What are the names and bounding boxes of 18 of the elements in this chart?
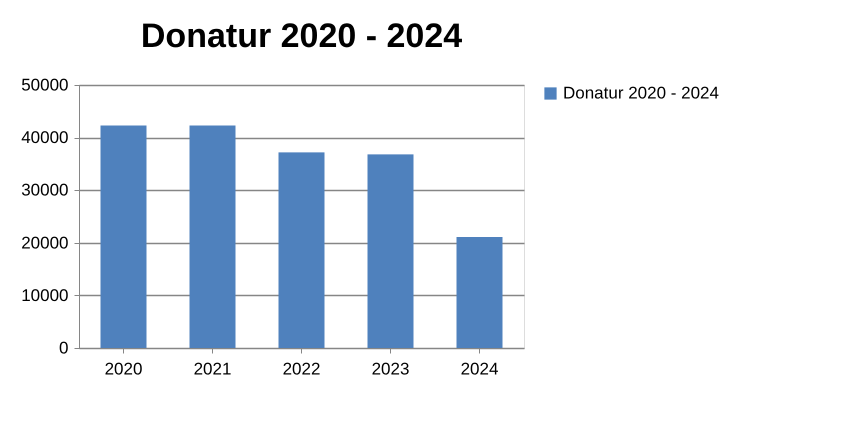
- legend-label: Donatur 2020 - 2024: [563, 84, 719, 102]
- x-tick-label: 2023: [372, 360, 410, 378]
- chart-title: Donatur 2020 - 2024: [140, 17, 462, 55]
- bar: [100, 126, 146, 348]
- bar: [278, 152, 324, 348]
- x-tick-label: 2020: [104, 360, 142, 378]
- x-tick-label: 2024: [460, 360, 498, 378]
- y-tick-label: 30000: [21, 180, 68, 200]
- y-tick-label: 50000: [21, 76, 68, 94]
- bar: [190, 126, 236, 348]
- y-tick-label: 40000: [21, 128, 68, 148]
- x-tick-label: 2022: [282, 360, 320, 378]
- y-tick-label: 20000: [21, 233, 68, 252]
- y-tick-label: 10000: [21, 286, 68, 305]
- bar: [456, 237, 502, 348]
- bar: [368, 154, 414, 348]
- y-tick-label: 0: [59, 338, 68, 358]
- x-tick-label: 2021: [194, 360, 232, 378]
